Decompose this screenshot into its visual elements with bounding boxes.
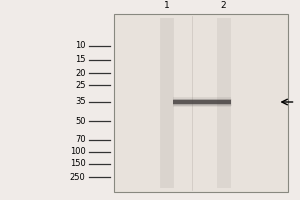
Text: 35: 35 bbox=[75, 98, 86, 106]
Text: 50: 50 bbox=[75, 116, 86, 126]
Text: 15: 15 bbox=[75, 55, 86, 64]
Text: 70: 70 bbox=[75, 136, 86, 144]
Text: 150: 150 bbox=[70, 160, 86, 168]
Text: 1: 1 bbox=[164, 1, 169, 10]
Text: 20: 20 bbox=[75, 68, 86, 77]
Text: 2: 2 bbox=[221, 1, 226, 10]
Text: 10: 10 bbox=[75, 42, 86, 50]
Bar bbox=[114, 14, 288, 192]
Text: 100: 100 bbox=[70, 148, 86, 156]
Text: 25: 25 bbox=[75, 81, 86, 90]
Text: 250: 250 bbox=[70, 172, 86, 182]
